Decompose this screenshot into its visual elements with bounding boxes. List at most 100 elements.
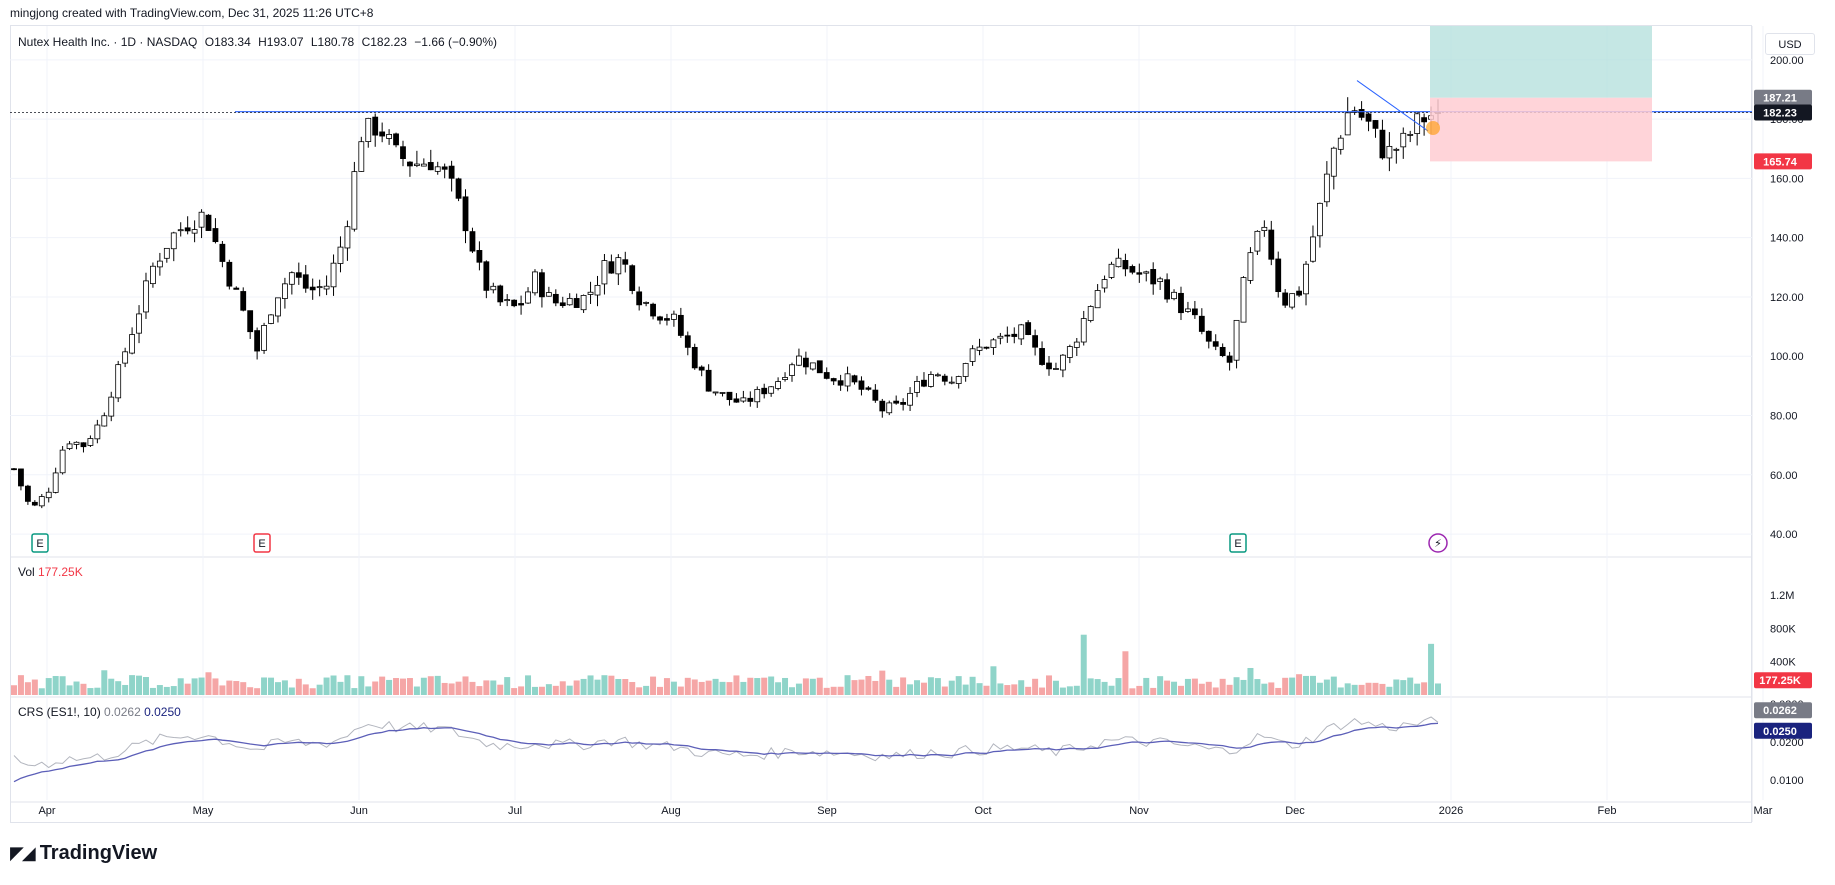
candle-body: [921, 379, 927, 387]
candle-body: [907, 392, 913, 406]
candle-body: [1136, 272, 1143, 275]
candle-body: [1053, 368, 1059, 370]
candle-body: [483, 261, 490, 291]
candle-body: [1330, 147, 1337, 177]
volume-bar: [254, 688, 261, 695]
candle-body: [650, 303, 656, 317]
candle-body: [1205, 330, 1212, 342]
volume-bar: [518, 686, 525, 695]
volume-bar: [1164, 680, 1171, 695]
candle-body: [789, 364, 795, 376]
candle-body: [143, 280, 149, 313]
candle-body: [928, 374, 934, 387]
candle-body: [163, 247, 170, 259]
volume-bar: [650, 676, 657, 695]
candle-body: [1268, 229, 1275, 260]
volume-bar: [907, 684, 914, 695]
candle-body: [184, 227, 191, 232]
volume-bar: [59, 676, 66, 695]
time-tick-label: Nov: [1129, 805, 1149, 817]
volume-bar: [1025, 686, 1032, 695]
candle-body: [719, 392, 726, 394]
volume-bar: [261, 677, 268, 695]
candle-body: [643, 301, 650, 304]
candle-body: [1212, 341, 1219, 347]
crs-value-2: 0.0250: [144, 705, 181, 719]
volume-bar: [101, 670, 108, 695]
candle-body: [323, 285, 330, 290]
candle-body: [115, 364, 122, 399]
volume-bar: [379, 676, 386, 695]
candle-body: [1282, 292, 1289, 306]
candle-body: [427, 162, 434, 171]
volume-bar: [11, 685, 17, 695]
candle-body: [1296, 290, 1302, 296]
candle-body: [261, 325, 267, 351]
candle-body: [941, 375, 948, 382]
volume-bar: [1004, 685, 1011, 695]
volume-bar: [247, 687, 254, 695]
volume-bar: [1372, 682, 1379, 695]
candle-body: [518, 303, 524, 306]
candle-body: [761, 387, 768, 395]
volume-bar: [934, 678, 941, 695]
candle-body: [990, 339, 997, 348]
crs-label[interactable]: CRS (ES1!, 10): [18, 705, 101, 719]
volume-bar: [1254, 679, 1261, 695]
volume-bar: [309, 688, 316, 695]
volume-bar: [809, 678, 816, 695]
volume-bar: [1393, 679, 1400, 695]
volume-bar: [552, 685, 559, 695]
candle-body: [677, 314, 684, 336]
candle-body: [1358, 109, 1365, 118]
candle-body: [858, 380, 865, 390]
candle-body: [893, 400, 900, 404]
candle-body: [580, 295, 587, 311]
legend-change: −1.66 (−0.90%): [414, 35, 498, 49]
volume-bar: [399, 678, 406, 695]
candle-body: [1066, 346, 1073, 358]
volume-bar: [38, 688, 45, 695]
volume-bar: [1094, 679, 1101, 695]
volume-bar: [205, 672, 212, 695]
candle-body: [1407, 133, 1414, 136]
candle-body: [698, 366, 705, 371]
candle-body: [469, 231, 476, 252]
volume-bar: [1282, 677, 1289, 695]
candle-body: [712, 391, 719, 394]
volume-bar: [761, 677, 768, 695]
symbol-name[interactable]: Nutex Health Inc. · 1D · NASDAQ: [18, 35, 198, 49]
volume-bar: [1303, 675, 1310, 695]
candle-body: [358, 141, 365, 172]
tradingview-logo[interactable]: ◤◢ TradingView: [10, 842, 157, 865]
candle-body: [1372, 120, 1379, 129]
currency-button[interactable]: USD: [1765, 33, 1815, 55]
crs-legend: CRS (ES1!, 10) 0.0262 0.0250: [18, 705, 181, 719]
volume-bar: [1122, 651, 1129, 695]
candle-body: [52, 472, 59, 493]
volume-bar: [643, 685, 650, 695]
volume-bar: [511, 688, 518, 695]
volume-bar: [622, 679, 629, 695]
volume-bar: [962, 684, 969, 695]
volume-bar: [629, 682, 636, 695]
volume-bar: [1039, 687, 1046, 695]
volume-bar: [434, 675, 441, 695]
volume-bar: [712, 678, 719, 695]
candle-body: [1240, 277, 1247, 323]
volume-label[interactable]: Vol: [18, 565, 35, 579]
tradingview-logo-icon: ◤◢: [10, 843, 36, 863]
price-tick-label: 100.00: [1770, 351, 1804, 363]
earnings-event-icon: [253, 533, 271, 553]
candle-body: [413, 163, 420, 166]
volume-legend: Vol 177.25K: [18, 565, 83, 579]
volume-bar: [1219, 678, 1226, 695]
candle-body: [816, 360, 823, 374]
candle-body: [73, 441, 80, 445]
volume-bar: [872, 680, 879, 695]
volume-bar: [427, 676, 434, 695]
candle-body: [1164, 279, 1170, 300]
volume-bar: [955, 676, 962, 695]
volume-bar: [983, 685, 990, 695]
